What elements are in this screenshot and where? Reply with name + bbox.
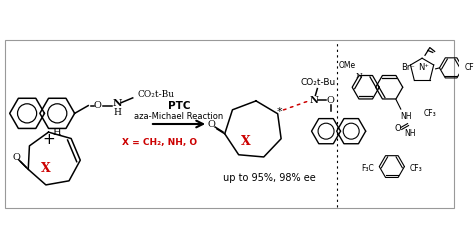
Text: O: O <box>394 124 401 133</box>
Text: X = CH₂, NH, O: X = CH₂, NH, O <box>122 138 197 147</box>
Text: CF₃: CF₃ <box>423 109 436 119</box>
Text: N: N <box>309 96 318 105</box>
Text: CF₃: CF₃ <box>465 63 474 72</box>
Text: N: N <box>112 99 122 108</box>
Text: Br⁻: Br⁻ <box>401 63 414 72</box>
Text: H: H <box>113 108 121 117</box>
Text: O: O <box>327 96 335 105</box>
Text: O: O <box>207 120 215 129</box>
Text: CO₂t-Bu: CO₂t-Bu <box>301 78 336 87</box>
Bar <box>5 40 454 208</box>
Text: O: O <box>13 153 20 162</box>
Text: N: N <box>356 72 362 80</box>
Text: X: X <box>241 135 251 148</box>
Text: H: H <box>52 128 61 137</box>
Text: CF₃: CF₃ <box>410 164 422 173</box>
Text: PTC: PTC <box>168 101 190 111</box>
Text: CO₂t-Bu: CO₂t-Bu <box>137 90 174 98</box>
Text: X: X <box>41 162 50 175</box>
Text: OMe: OMe <box>339 62 356 70</box>
Text: +: + <box>42 132 55 147</box>
Text: NH: NH <box>400 112 411 121</box>
Text: N⁺: N⁺ <box>419 63 429 72</box>
Text: NH: NH <box>405 129 416 138</box>
Text: *: * <box>277 107 283 117</box>
Text: up to 95%, 98% ee: up to 95%, 98% ee <box>223 173 315 183</box>
Text: aza-Michael Reaction: aza-Michael Reaction <box>134 112 224 121</box>
Text: O: O <box>94 101 102 110</box>
Text: F₃C: F₃C <box>361 164 374 173</box>
